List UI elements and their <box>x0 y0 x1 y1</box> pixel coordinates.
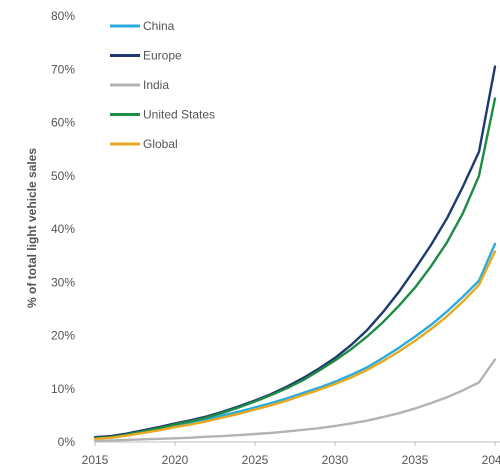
y-tick-label: 0% <box>58 435 76 449</box>
x-axis: 2015 2020 2025 2030 2035 2040 <box>82 442 500 467</box>
series-lines <box>93 65 497 443</box>
y-tick-label: 30% <box>51 275 75 289</box>
legend-label-china: China <box>143 19 175 33</box>
y-tick-label: 10% <box>51 382 75 396</box>
legend-label-united-states: United States <box>143 108 215 122</box>
legend-label-global: Global <box>143 137 178 151</box>
series-line-india <box>93 358 497 443</box>
y-tick-label: 60% <box>51 116 75 130</box>
x-tick-label: 2030 <box>322 453 349 467</box>
series-line-europe <box>93 65 497 439</box>
series-line-china <box>93 242 497 439</box>
x-tick-label: 2040 <box>482 453 500 467</box>
legend-label-india: India <box>143 78 169 92</box>
x-tick-label: 2025 <box>242 453 269 467</box>
x-tick-label: 2020 <box>162 453 189 467</box>
legend: China Europe India United States Global <box>110 19 215 151</box>
series-line-global <box>93 250 497 440</box>
y-tick-label: 50% <box>51 169 75 183</box>
y-tick-label: 70% <box>51 62 75 76</box>
series-line-united-states <box>93 97 497 440</box>
y-tick-label: 80% <box>51 9 75 23</box>
y-axis: 0% 10% 20% 30% 40% 50% 60% 70% 80% <box>51 9 75 449</box>
y-axis-title: % of total light vehicle sales <box>25 148 39 308</box>
y-tick-label: 40% <box>51 222 75 236</box>
legend-label-europe: Europe <box>143 49 182 63</box>
x-tick-label: 2035 <box>402 453 429 467</box>
y-tick-label: 20% <box>51 329 75 343</box>
x-tick-label: 2015 <box>82 453 109 467</box>
